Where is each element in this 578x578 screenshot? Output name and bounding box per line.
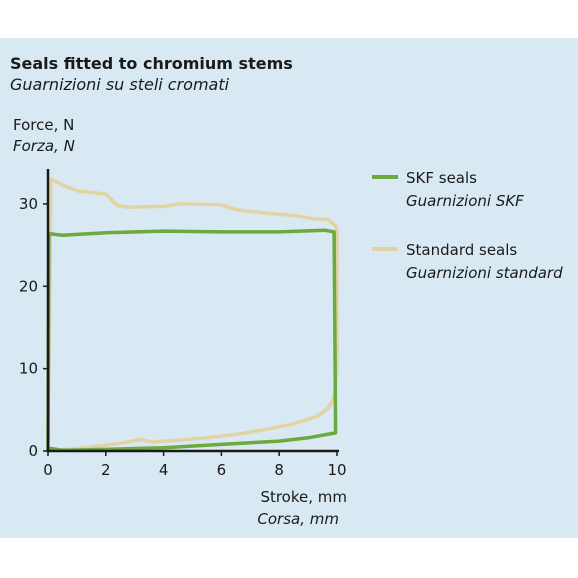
chart-svg: Seals fitted to chromium stems Guarnizio… xyxy=(10,54,563,528)
series-layer xyxy=(46,177,339,453)
legend-label-standard-italian: Guarnizioni standard xyxy=(406,264,563,282)
y-tick-label: 10 xyxy=(19,360,38,378)
x-tick-label: 4 xyxy=(159,461,169,479)
y-axis-label: Force, N xyxy=(13,116,74,134)
x-axis-label: Stroke, mm xyxy=(260,488,347,506)
legend-label-standard: Standard seals xyxy=(406,241,517,259)
legend-label-skf-italian: Guarnizioni SKF xyxy=(406,192,524,210)
y-axis-label-italian: Forza, N xyxy=(13,137,75,155)
legend: SKF seals Guarnizioni SKF Standard seals… xyxy=(372,169,563,282)
chart-panel: Seals fitted to chromium stems Guarnizio… xyxy=(0,38,578,538)
x-tick-label: 0 xyxy=(43,461,53,479)
y-tick-label: 30 xyxy=(19,195,38,213)
x-axis-label-italian: Corsa, mm xyxy=(257,510,339,528)
y-tick-label: 20 xyxy=(19,277,38,295)
x-tick-label: 2 xyxy=(101,461,111,479)
x-tick-label: 6 xyxy=(217,461,227,479)
series-line-skf xyxy=(46,228,338,453)
y-tick-label: 0 xyxy=(28,442,38,460)
chart-title: Seals fitted to chromium stems xyxy=(10,54,293,73)
series-line-standard xyxy=(46,177,339,453)
axes-layer: 0 2 4 6 8 10 0 10 20 30 xyxy=(19,169,347,479)
legend-label-skf: SKF seals xyxy=(406,169,477,187)
x-tick-label: 10 xyxy=(327,461,346,479)
chart-subtitle: Guarnizioni su steli cromati xyxy=(10,75,230,94)
x-tick-label: 8 xyxy=(274,461,284,479)
